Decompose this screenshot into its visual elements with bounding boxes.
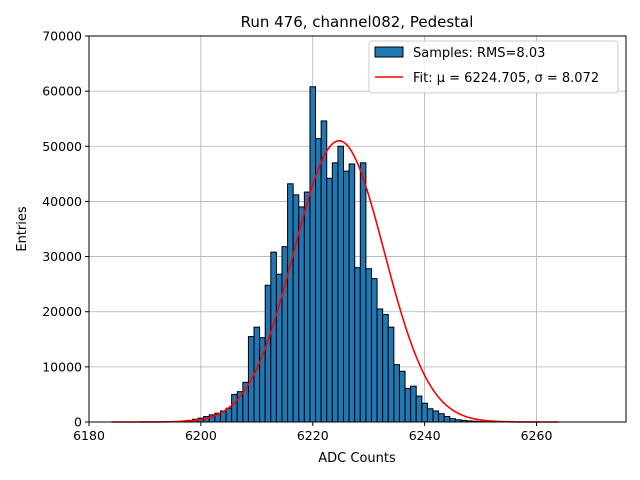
y-tick-label: 60000 xyxy=(42,84,82,99)
histogram-bar xyxy=(303,191,311,423)
histogram-bar xyxy=(382,313,389,423)
histogram-bar xyxy=(337,145,345,423)
histogram-bar xyxy=(309,86,317,423)
histogram-bar xyxy=(421,402,428,423)
histogram-bar xyxy=(225,407,233,423)
histogram-bar xyxy=(398,370,406,423)
histogram-bar xyxy=(359,162,367,423)
x-axis-label: ADC Counts xyxy=(318,451,396,466)
histogram-bar xyxy=(426,408,434,423)
histogram-bar xyxy=(432,410,440,423)
histogram-bar xyxy=(231,393,238,423)
histogram-bar xyxy=(376,308,384,423)
x-tick-label: 6240 xyxy=(409,428,441,443)
histogram-bar xyxy=(410,385,417,423)
legend: Samples: RMS=8.03 Fit: μ = 6224.705, σ =… xyxy=(368,40,619,94)
histogram-bar xyxy=(415,395,423,423)
histogram-bar xyxy=(343,170,350,423)
histogram-bar xyxy=(331,162,339,423)
y-tick-label: 30000 xyxy=(42,249,82,264)
histogram-bar xyxy=(270,251,277,423)
histogram-bar xyxy=(438,413,445,423)
x-axis-ticks: 6180 6200 6220 6240 6260 xyxy=(73,422,552,443)
histogram-bar xyxy=(298,206,305,423)
y-tick-label: 20000 xyxy=(42,304,82,319)
y-tick-label: 40000 xyxy=(42,194,82,209)
x-tick-label: 6260 xyxy=(521,428,553,443)
y-tick-label: 50000 xyxy=(42,139,82,154)
histogram-bar xyxy=(404,387,412,423)
y-axis-ticks: 0 10000 20000 30000 40000 50000 60000 70000 xyxy=(42,29,89,430)
legend-label-fit: Fit: μ = 6224.705, σ = 8.072 xyxy=(413,71,599,86)
histogram-bar xyxy=(287,183,294,423)
histogram-bar xyxy=(281,246,289,423)
y-tick-label: 70000 xyxy=(42,29,82,44)
histogram-bar xyxy=(443,415,451,423)
histogram-bar xyxy=(370,278,378,423)
histogram-bar xyxy=(387,326,395,423)
y-tick-label: 10000 xyxy=(42,359,82,374)
histogram-bar xyxy=(393,364,400,423)
x-tick-label: 6220 xyxy=(297,428,329,443)
chart-title: Run 476, channel082, Pedestal xyxy=(241,13,474,31)
plot-frame xyxy=(88,35,627,423)
histogram-bar xyxy=(365,268,372,423)
legend-bar-swatch xyxy=(374,46,404,58)
histogram-bar xyxy=(326,177,333,423)
histogram-bar xyxy=(354,267,361,423)
histogram-bar xyxy=(315,138,322,423)
legend-box xyxy=(368,40,619,94)
x-tick-label: 6180 xyxy=(73,428,105,443)
histogram-bar xyxy=(264,284,272,423)
histogram-bar xyxy=(320,120,328,423)
fit-curve xyxy=(111,139,559,423)
x-tick-label: 6200 xyxy=(185,428,217,443)
y-tick-label: 0 xyxy=(74,415,82,430)
legend-label-samples: Samples: RMS=8.03 xyxy=(413,46,545,61)
histogram-bar xyxy=(292,194,300,423)
histogram-bar xyxy=(348,163,356,423)
histogram-bar xyxy=(253,326,261,423)
y-axis-label: Entries xyxy=(15,206,30,252)
